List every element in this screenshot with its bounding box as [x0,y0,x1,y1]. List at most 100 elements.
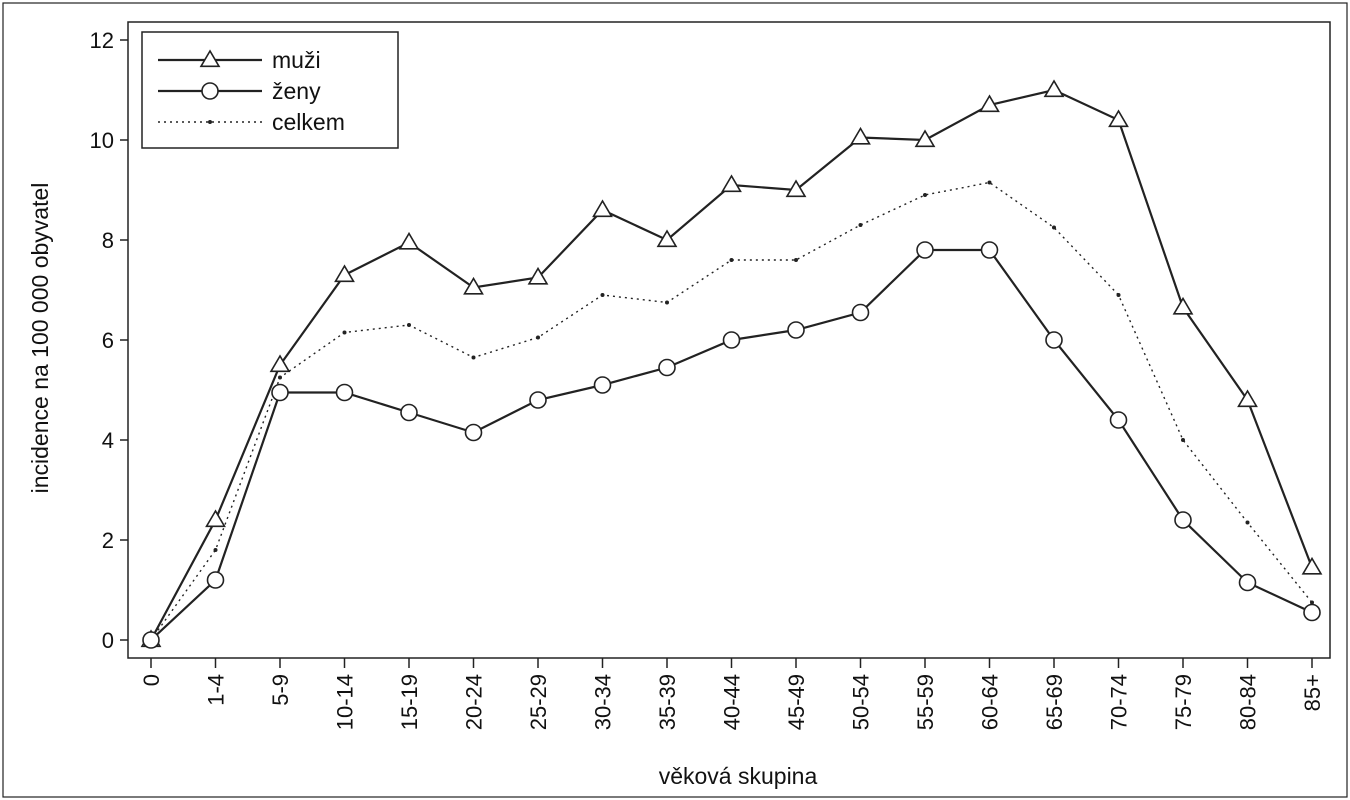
legend: muži ženy celkem [141,31,399,149]
y-axis-label: incidence na 100 000 obyvatel [27,183,53,494]
x-tick-label: 65-69 [1042,674,1067,730]
data-point [592,199,613,218]
y-tick-label: 8 [102,228,114,253]
legend-marker [199,49,221,68]
data-point [785,179,807,198]
series-0 [140,79,1323,648]
x-tick-label: 80-84 [1236,674,1261,730]
data-point [729,258,734,262]
data-point [979,94,1000,113]
data-point [271,383,289,402]
data-point [464,423,483,442]
data-point [335,383,354,402]
data-point [1237,389,1258,408]
legend-label: muži [272,47,321,73]
data-point [407,323,411,327]
y-tick-label: 6 [102,328,114,353]
x-tick-label: 1-4 [204,674,229,706]
x-tick-label: 85+ [1300,674,1325,711]
x-tick-label: 30-34 [591,674,616,730]
data-point [858,223,863,227]
data-point [851,303,870,322]
data-point [1108,109,1129,128]
data-point [722,331,741,349]
x-tick-label: 20-24 [462,674,487,730]
data-point [916,241,934,259]
data-point [205,509,226,528]
data-point [987,180,992,185]
data-point [656,229,678,248]
data-point [1310,600,1314,605]
data-point [980,241,999,259]
x-tick-label: 25-29 [526,674,551,730]
data-point [269,354,291,373]
data-point [278,375,282,380]
data-point [1045,331,1063,349]
data-point [593,376,612,394]
x-tick-label: 40-44 [720,674,745,730]
x-axis-label: věková skupina [659,763,818,789]
data-point [658,358,676,377]
x-tick-label: 60-64 [978,674,1003,730]
series-2 [149,180,1314,642]
y-tick-label: 12 [90,28,114,53]
x-tick-label: 45-49 [784,674,809,730]
data-point [1181,438,1185,442]
data-point [1116,293,1121,297]
x-tick-label: 70-74 [1107,674,1132,730]
data-point [794,258,798,262]
data-point [1238,573,1257,592]
data-point [1109,411,1128,429]
data-point [1301,556,1323,575]
data-point [1174,511,1192,529]
series-1 [142,241,1321,649]
x-tick-label: 50-54 [849,674,874,730]
y-tick-label: 0 [102,628,114,653]
data-point [342,330,347,335]
series-line [150,248,1313,641]
axes: 0 2 4 6 8 10 12 0 1-4 5-9 10-14 15-19 20-24 25-29 30-3… [90,21,1331,730]
x-tick-label: 15-19 [397,674,422,730]
data-point [536,335,540,340]
y-tick-label: 2 [102,528,114,553]
data-point [1303,603,1321,622]
data-point [1052,225,1056,230]
legend-marker [201,82,219,100]
data-point [529,391,547,409]
data-point [206,571,225,589]
x-tick-label: 75-79 [1171,674,1196,730]
data-point [600,293,605,297]
legend-marker [208,120,212,124]
data-point [787,321,805,339]
data-point [142,631,160,649]
legend-label: celkem [272,109,345,135]
data-point [471,355,476,360]
data-point [665,300,669,305]
data-point [1245,520,1250,525]
y-tick-label: 10 [90,128,114,153]
data-point [334,264,355,283]
x-tick-label: 35-39 [655,674,680,730]
data-point [914,129,936,148]
data-point [213,548,218,552]
legend-label: ženy [272,78,321,104]
y-tick-label: 4 [102,428,114,453]
series-line [150,88,1314,641]
data-point [400,403,418,422]
data-point [527,266,549,285]
data-point [721,174,742,193]
x-tick-label: 0 [139,674,164,686]
data-point [850,126,871,145]
x-tick-label: 10-14 [333,674,358,730]
x-tick-label: 55-59 [913,674,938,730]
series-layer [140,79,1323,649]
series-line [150,181,1313,641]
data-point [463,276,484,295]
data-point [398,231,420,250]
data-point [1172,296,1194,315]
data-point [923,193,927,197]
x-tick-label: 5-9 [268,674,293,706]
data-point [1043,79,1065,98]
